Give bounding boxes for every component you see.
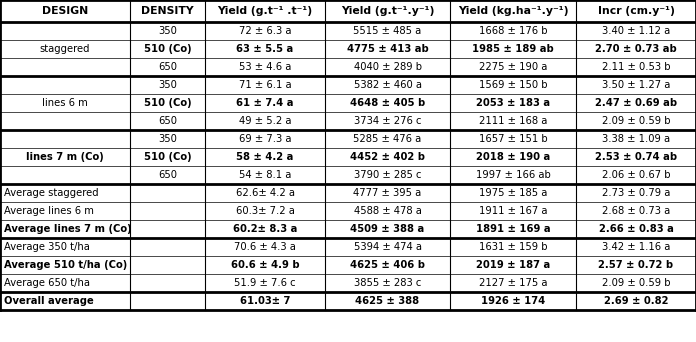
Text: Average 350 t/ha: Average 350 t/ha bbox=[4, 242, 90, 252]
Text: 54 ± 8.1 a: 54 ± 8.1 a bbox=[239, 170, 291, 180]
Text: Average staggered: Average staggered bbox=[4, 188, 99, 198]
Text: 1926 ± 174: 1926 ± 174 bbox=[481, 296, 545, 306]
Text: 2019 ± 187 a: 2019 ± 187 a bbox=[476, 260, 550, 270]
Text: 71 ± 6.1 a: 71 ± 6.1 a bbox=[239, 80, 292, 90]
Text: 62.6± 4.2 a: 62.6± 4.2 a bbox=[235, 188, 294, 198]
Text: 650: 650 bbox=[158, 62, 177, 72]
Text: 63 ± 5.5 a: 63 ± 5.5 a bbox=[237, 44, 294, 54]
Text: 2.68 ± 0.73 a: 2.68 ± 0.73 a bbox=[602, 206, 670, 216]
Text: 510 (Co): 510 (Co) bbox=[143, 44, 191, 54]
Text: 58 ± 4.2 a: 58 ± 4.2 a bbox=[237, 152, 294, 162]
Text: 60.2± 8.3 a: 60.2± 8.3 a bbox=[233, 224, 297, 234]
Text: 1891 ± 169 a: 1891 ± 169 a bbox=[475, 224, 551, 234]
Text: 1997 ± 166 ab: 1997 ± 166 ab bbox=[475, 170, 551, 180]
Text: 5285 ± 476 a: 5285 ± 476 a bbox=[354, 134, 422, 144]
Text: Yield (g.t⁻¹.y⁻¹): Yield (g.t⁻¹.y⁻¹) bbox=[341, 6, 434, 16]
Text: 3.50 ± 1.27 a: 3.50 ± 1.27 a bbox=[602, 80, 670, 90]
Text: 53 ± 4.6 a: 53 ± 4.6 a bbox=[239, 62, 291, 72]
Text: DESIGN: DESIGN bbox=[42, 6, 88, 16]
Text: 350: 350 bbox=[158, 26, 177, 36]
Text: 3.42 ± 1.16 a: 3.42 ± 1.16 a bbox=[602, 242, 670, 252]
Text: 1911 ± 167 a: 1911 ± 167 a bbox=[479, 206, 547, 216]
Text: Average lines 7 m (Co): Average lines 7 m (Co) bbox=[4, 224, 132, 234]
Text: lines 6 m: lines 6 m bbox=[42, 98, 88, 108]
Text: 3790 ± 285 c: 3790 ± 285 c bbox=[354, 170, 421, 180]
Text: 61 ± 7.4 a: 61 ± 7.4 a bbox=[236, 98, 294, 108]
Text: 2.73 ± 0.79 a: 2.73 ± 0.79 a bbox=[602, 188, 670, 198]
Text: 4777 ± 395 a: 4777 ± 395 a bbox=[354, 188, 422, 198]
Text: 2.53 ± 0.74 ab: 2.53 ± 0.74 ab bbox=[595, 152, 677, 162]
Text: DENSITY: DENSITY bbox=[141, 6, 193, 16]
Text: 60.6 ± 4.9 b: 60.6 ± 4.9 b bbox=[230, 260, 299, 270]
Text: 1631 ± 159 b: 1631 ± 159 b bbox=[479, 242, 547, 252]
Text: staggered: staggered bbox=[40, 44, 90, 54]
Text: 1985 ± 189 ab: 1985 ± 189 ab bbox=[472, 44, 554, 54]
Text: Yield (kg.ha⁻¹.y⁻¹): Yield (kg.ha⁻¹.y⁻¹) bbox=[458, 6, 568, 16]
Text: 2.06 ± 0.67 b: 2.06 ± 0.67 b bbox=[602, 170, 670, 180]
Text: 4625 ± 388: 4625 ± 388 bbox=[356, 296, 420, 306]
Text: 5394 ± 474 a: 5394 ± 474 a bbox=[354, 242, 422, 252]
Text: 2127 ± 175 a: 2127 ± 175 a bbox=[479, 278, 547, 288]
Text: Overall average: Overall average bbox=[4, 296, 94, 306]
Text: 70.6 ± 4.3 a: 70.6 ± 4.3 a bbox=[234, 242, 296, 252]
Text: Yield (g.t⁻¹ .t⁻¹): Yield (g.t⁻¹ .t⁻¹) bbox=[217, 6, 313, 16]
Text: 4452 ± 402 b: 4452 ± 402 b bbox=[350, 152, 425, 162]
Text: 2.66 ± 0.83 a: 2.66 ± 0.83 a bbox=[599, 224, 674, 234]
Text: 4625 ± 406 b: 4625 ± 406 b bbox=[350, 260, 425, 270]
Text: Average 510 t/ha (Co): Average 510 t/ha (Co) bbox=[4, 260, 127, 270]
Text: 350: 350 bbox=[158, 80, 177, 90]
Text: 49 ± 5.2 a: 49 ± 5.2 a bbox=[239, 116, 291, 126]
Text: 1569 ± 150 b: 1569 ± 150 b bbox=[479, 80, 547, 90]
Text: 2111 ± 168 a: 2111 ± 168 a bbox=[479, 116, 547, 126]
Text: 4588 ± 478 a: 4588 ± 478 a bbox=[354, 206, 422, 216]
Text: 2018 ± 190 a: 2018 ± 190 a bbox=[476, 152, 550, 162]
Text: 1657 ± 151 b: 1657 ± 151 b bbox=[479, 134, 547, 144]
Text: 4775 ± 413 ab: 4775 ± 413 ab bbox=[347, 44, 428, 54]
Text: 3.40 ± 1.12 a: 3.40 ± 1.12 a bbox=[602, 26, 670, 36]
Text: 2.57 ± 0.72 b: 2.57 ± 0.72 b bbox=[599, 260, 674, 270]
Text: 2053 ± 183 a: 2053 ± 183 a bbox=[476, 98, 550, 108]
Text: 4509 ± 388 a: 4509 ± 388 a bbox=[350, 224, 425, 234]
Text: 650: 650 bbox=[158, 170, 177, 180]
Text: 350: 350 bbox=[158, 134, 177, 144]
Text: 510 (Co): 510 (Co) bbox=[143, 152, 191, 162]
Text: 72 ± 6.3 a: 72 ± 6.3 a bbox=[239, 26, 291, 36]
Text: 1668 ± 176 b: 1668 ± 176 b bbox=[479, 26, 547, 36]
Text: Average lines 6 m: Average lines 6 m bbox=[4, 206, 94, 216]
Text: 4648 ± 405 b: 4648 ± 405 b bbox=[350, 98, 425, 108]
Text: 5382 ± 460 a: 5382 ± 460 a bbox=[354, 80, 422, 90]
Text: 2.09 ± 0.59 b: 2.09 ± 0.59 b bbox=[602, 278, 670, 288]
Text: 510 (Co): 510 (Co) bbox=[143, 98, 191, 108]
Text: 2.11 ± 0.53 b: 2.11 ± 0.53 b bbox=[602, 62, 670, 72]
Text: 5515 ± 485 a: 5515 ± 485 a bbox=[354, 26, 422, 36]
Text: 51.9 ± 7.6 c: 51.9 ± 7.6 c bbox=[234, 278, 296, 288]
Text: 3855 ± 283 c: 3855 ± 283 c bbox=[354, 278, 421, 288]
Text: 650: 650 bbox=[158, 116, 177, 126]
Text: 3734 ± 276 c: 3734 ± 276 c bbox=[354, 116, 421, 126]
Text: Incr (cm.y⁻¹): Incr (cm.y⁻¹) bbox=[598, 6, 674, 16]
Text: 2.70 ± 0.73 ab: 2.70 ± 0.73 ab bbox=[595, 44, 677, 54]
Text: 61.03± 7: 61.03± 7 bbox=[240, 296, 290, 306]
Text: 2.47 ± 0.69 ab: 2.47 ± 0.69 ab bbox=[595, 98, 677, 108]
Text: 2.09 ± 0.59 b: 2.09 ± 0.59 b bbox=[602, 116, 670, 126]
Text: 69 ± 7.3 a: 69 ± 7.3 a bbox=[239, 134, 291, 144]
Text: 60.3± 7.2 a: 60.3± 7.2 a bbox=[235, 206, 294, 216]
Text: 1975 ± 185 a: 1975 ± 185 a bbox=[479, 188, 547, 198]
Text: 2.69 ± 0.82: 2.69 ± 0.82 bbox=[603, 296, 668, 306]
Text: lines 7 m (Co): lines 7 m (Co) bbox=[26, 152, 104, 162]
Text: 3.38 ± 1.09 a: 3.38 ± 1.09 a bbox=[602, 134, 670, 144]
Text: Average 650 t/ha: Average 650 t/ha bbox=[4, 278, 90, 288]
Text: 4040 ± 289 b: 4040 ± 289 b bbox=[354, 62, 422, 72]
Text: 2275 ± 190 a: 2275 ± 190 a bbox=[479, 62, 547, 72]
